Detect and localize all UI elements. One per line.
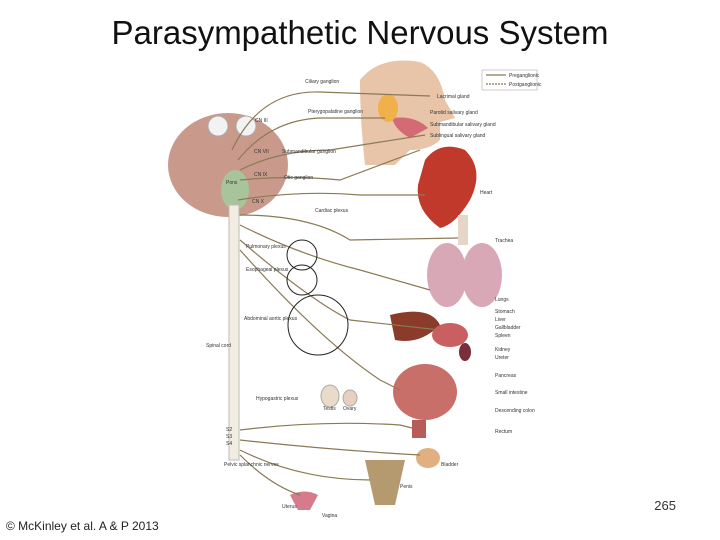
label: Testis (323, 406, 336, 412)
label: Stomach (495, 309, 515, 315)
nerve (239, 249, 401, 391)
label: Sublingual salivary gland (430, 133, 486, 139)
nerve (239, 449, 371, 481)
spinal-cord (228, 204, 240, 461)
intestines (393, 364, 457, 420)
label: Ureter (495, 355, 509, 361)
label: Esophageal plexus (246, 267, 289, 273)
nerve (239, 149, 421, 181)
nerve (239, 214, 459, 241)
label: Penis (400, 484, 413, 490)
label: Submandibular ganglion (282, 149, 336, 155)
nerve (239, 224, 431, 291)
nerve (237, 192, 425, 201)
nerve (239, 454, 301, 496)
label: Small intestine (495, 390, 528, 396)
labels: Ciliary ganglion Lacrimal gland CN III P… (206, 79, 535, 519)
kidney (459, 343, 471, 361)
legend-label: Postganglionic (509, 82, 542, 88)
label: CN X (252, 199, 265, 205)
legend-label: Preganglionic (509, 73, 540, 79)
label: Kidney (495, 347, 511, 353)
plexus-circle (286, 264, 318, 296)
label: S4 (226, 441, 232, 447)
label: S3 (226, 434, 232, 440)
label: Liver (495, 317, 506, 323)
label: Descending colon (495, 408, 535, 414)
nerve (237, 117, 385, 161)
mouth (392, 117, 428, 138)
nerve (239, 134, 426, 171)
anatomy (168, 60, 502, 510)
parotid (378, 94, 398, 122)
label: Abdominal aortic plexus (244, 316, 298, 322)
label: Spinal cord (206, 343, 231, 349)
label: Pancreas (495, 373, 517, 379)
credit: © McKinley et al. A & P 2013 (6, 519, 159, 533)
plexus-circle (287, 294, 349, 356)
heart (417, 146, 477, 228)
label: Uterus (282, 504, 297, 510)
label: Pulmonary plexus (246, 244, 286, 250)
trachea (458, 215, 468, 245)
label: Pelvic splanchnic nerves (224, 462, 279, 468)
label: Otic ganglion (284, 175, 313, 181)
nerve (239, 239, 441, 331)
testis (320, 384, 340, 408)
label: Trachea (495, 238, 513, 244)
label: Pterygopalatine ganglion (308, 109, 363, 115)
label: Hypogastric plexus (256, 396, 299, 402)
nerves (231, 91, 459, 496)
lung (427, 243, 467, 307)
label: Parotid salivary gland (430, 110, 478, 116)
label: Lacrimal gland (437, 94, 470, 100)
legend: Preganglionic Postganglionic (481, 69, 542, 91)
stomach (432, 323, 468, 347)
label: Ovary (343, 406, 357, 412)
label: Spleen (495, 333, 511, 339)
slide-title: Parasympathetic Nervous System (111, 14, 608, 51)
ovary (342, 389, 358, 407)
penis (365, 460, 405, 505)
brainstem (221, 170, 249, 210)
liver (390, 311, 440, 341)
brain (168, 113, 288, 217)
label: Lungs (495, 297, 509, 303)
label: Heart (480, 190, 493, 196)
label: Ciliary ganglion (305, 79, 339, 85)
label: Bladder (441, 462, 459, 468)
bladder (416, 448, 440, 468)
label: CN IX (254, 172, 268, 178)
label: Rectum (495, 429, 512, 435)
label: Vagina (322, 513, 337, 519)
label: S2 (226, 427, 232, 433)
lung (462, 243, 502, 307)
label: Pons (226, 180, 238, 186)
rectum (412, 420, 426, 438)
nerve (239, 422, 413, 431)
eye (207, 115, 229, 137)
label: Cardiac plexus (315, 208, 349, 214)
label: CN III (255, 118, 268, 124)
nerve (231, 91, 431, 151)
plexus-circle (286, 239, 318, 271)
label: CN VII (254, 149, 269, 155)
page-number: 265 (654, 498, 676, 513)
head (360, 60, 455, 165)
label: Submandibular salivary gland (430, 122, 496, 128)
label: Gallbladder (495, 325, 521, 331)
uterus (290, 491, 318, 510)
nerve (239, 439, 421, 456)
